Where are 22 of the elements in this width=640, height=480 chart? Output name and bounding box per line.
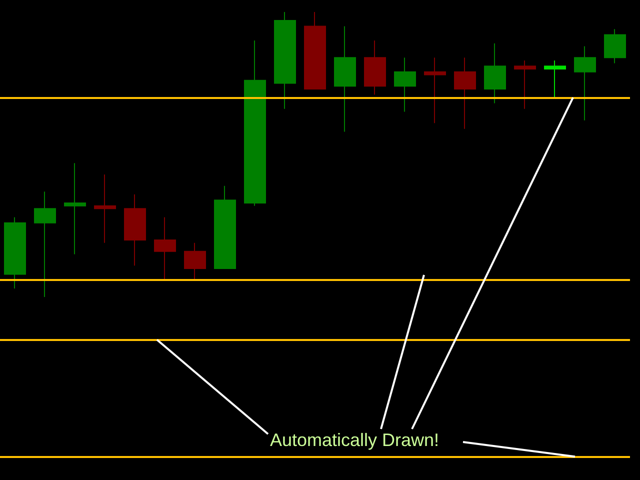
candlestick: [514, 60, 536, 110]
candlestick: [394, 57, 416, 112]
candlestick: [424, 57, 446, 124]
candlestick: [574, 46, 596, 121]
candlestick: [34, 191, 56, 298]
candlestick: [94, 174, 116, 244]
candlestick: [4, 216, 26, 289]
candlestick: [604, 28, 626, 64]
candlestick: [484, 42, 506, 104]
candlestick: [124, 194, 146, 266]
candlestick: [154, 216, 176, 280]
candlestick: [184, 242, 206, 280]
candlestick: [274, 12, 296, 110]
candlestick: [304, 12, 326, 90]
candlestick: [334, 26, 356, 132]
candlestick: [544, 60, 566, 98]
candlestick: [454, 57, 476, 130]
text: Automatically Drawn!: [270, 430, 440, 450]
candlestick: [214, 185, 236, 270]
candlestick: [64, 162, 86, 255]
candlestick: [244, 40, 266, 206]
candlestick: [364, 40, 386, 96]
